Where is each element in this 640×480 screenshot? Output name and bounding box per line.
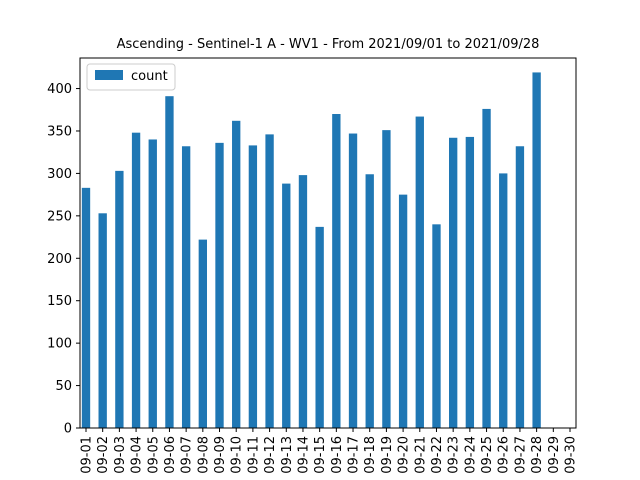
x-tick-label: 09-20 <box>397 436 412 474</box>
x-tick-label: 09-07 <box>180 436 195 474</box>
bar-09-03 <box>115 170 124 428</box>
bar-09-22 <box>432 224 441 428</box>
x-tick-label: 09-23 <box>447 436 462 474</box>
bar-09-16 <box>332 114 341 428</box>
x-tick-label: 09-09 <box>213 436 228 474</box>
bar-09-05 <box>148 139 157 428</box>
y-tick-label: 200 <box>47 252 72 267</box>
x-tick-label: 09-17 <box>347 436 362 474</box>
y-tick-label: 250 <box>47 209 72 224</box>
x-tick-label: 09-16 <box>330 436 345 474</box>
bar-09-10 <box>232 120 241 429</box>
bar-09-17 <box>348 133 358 428</box>
x-tick-label: 09-12 <box>263 436 278 474</box>
x-tick-label: 09-06 <box>163 436 178 474</box>
x-tick-label: 09-14 <box>296 436 311 474</box>
y-tick-label: 150 <box>47 294 72 309</box>
bar-09-13 <box>282 183 291 428</box>
y-tick-label: 50 <box>55 379 72 394</box>
x-tick-label: 09-10 <box>230 436 245 474</box>
bar-09-15 <box>315 226 324 428</box>
bar-09-02 <box>98 213 107 428</box>
x-tick-label: 09-22 <box>430 436 445 474</box>
bar-09-11 <box>248 145 258 428</box>
x-tick-label: 09-19 <box>380 436 395 474</box>
bar-09-04 <box>131 132 141 428</box>
y-tick-label: 100 <box>47 337 72 352</box>
x-tick-label: 09-02 <box>96 436 111 474</box>
x-tick-label: 09-24 <box>463 436 478 474</box>
bar-09-24 <box>465 136 475 429</box>
y-tick-label: 300 <box>47 167 72 182</box>
x-tick-label: 09-27 <box>513 436 528 474</box>
y-tick-label: 0 <box>64 422 72 437</box>
bar-09-19 <box>382 130 391 428</box>
x-tick-label: 09-05 <box>146 436 161 474</box>
y-axis: 0 50 100 150 200 250 300 350 400 <box>47 82 80 437</box>
legend-swatch <box>95 70 123 80</box>
x-tick-label: 09-15 <box>313 436 328 474</box>
bars-group <box>81 72 541 429</box>
x-tick-label: 09-28 <box>530 436 545 474</box>
bar-09-27 <box>515 146 525 428</box>
legend: count <box>86 63 176 91</box>
bar-09-01 <box>81 187 91 428</box>
x-tick-label: 09-30 <box>564 436 579 474</box>
bar-09-06 <box>165 96 174 428</box>
x-axis: 09-01 09-02 09-03 09-04 09-05 09-06 09-07 09-08… <box>80 428 579 474</box>
x-tick-label: 09-25 <box>480 436 495 474</box>
bar-09-26 <box>499 173 508 428</box>
bar-09-09 <box>215 142 224 429</box>
bar-09-18 <box>365 174 374 428</box>
chart-title: Ascending - Sentinel-1 A - WV1 - From 20… <box>117 37 540 52</box>
bar-09-07 <box>181 146 191 428</box>
bar-09-12 <box>265 134 274 428</box>
x-tick-label: 09-01 <box>80 436 95 474</box>
bar-09-21 <box>415 116 424 428</box>
bar-09-25 <box>482 108 491 429</box>
y-tick-label: 400 <box>47 82 72 97</box>
x-tick-label: 09-29 <box>547 436 562 474</box>
bar-09-14 <box>298 175 308 428</box>
y-tick-label: 350 <box>47 124 72 139</box>
plot-frame <box>79 57 577 429</box>
bar-09-08 <box>198 239 207 428</box>
x-tick-label: 09-21 <box>413 436 428 474</box>
bar-09-23 <box>449 137 458 428</box>
x-tick-label: 09-11 <box>246 436 261 474</box>
bar-09-28 <box>532 72 541 429</box>
x-tick-label: 09-03 <box>113 436 128 474</box>
x-tick-label: 09-08 <box>196 436 211 474</box>
legend-label-count: count <box>131 69 168 84</box>
x-tick-label: 09-04 <box>130 436 145 474</box>
x-tick-label: 09-26 <box>497 436 512 474</box>
x-tick-label: 09-13 <box>280 436 295 474</box>
bar-09-20 <box>398 194 408 428</box>
x-tick-label: 09-18 <box>363 436 378 474</box>
